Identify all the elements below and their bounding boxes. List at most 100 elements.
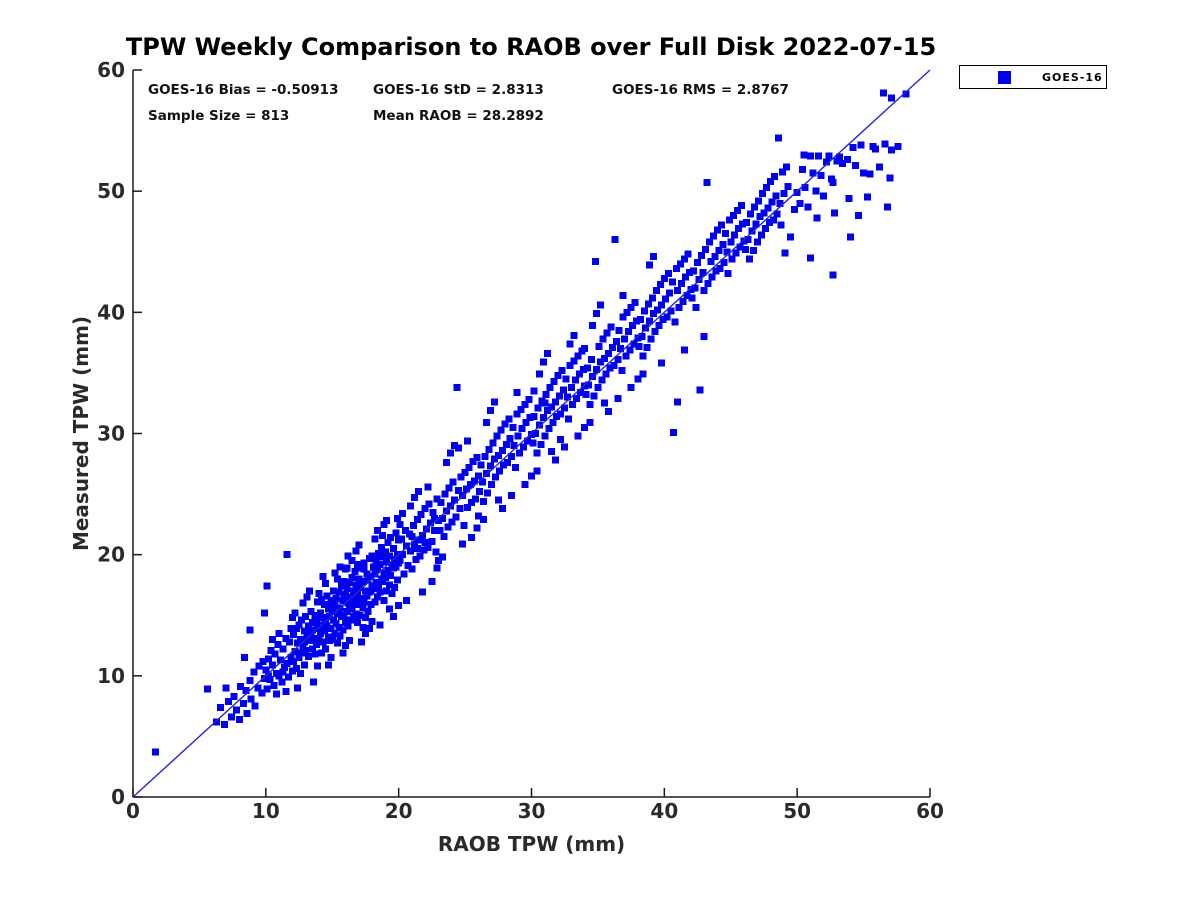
scatter-point	[294, 684, 302, 692]
scatter-point	[307, 608, 315, 616]
scatter-point	[328, 597, 336, 605]
scatter-point	[694, 259, 702, 267]
scatter-point	[652, 287, 660, 295]
scatter-point	[258, 689, 266, 697]
scatter-point	[736, 243, 744, 251]
scatter-point	[883, 203, 891, 211]
scatter-point	[344, 552, 352, 560]
scatter-point	[326, 603, 334, 611]
scatter-point	[338, 582, 346, 590]
scatter-point	[598, 376, 606, 384]
stat-rms: GOES-16 RMS = 2.8767	[612, 82, 789, 98]
scatter-point	[399, 551, 407, 559]
scatter-point	[469, 457, 477, 465]
scatter-point	[311, 650, 319, 658]
scatter-point	[528, 431, 535, 439]
scatter-point	[744, 236, 752, 244]
scatter-point	[427, 519, 435, 527]
scatter-point	[704, 279, 712, 287]
scatter-point	[468, 534, 476, 542]
scatter-point	[521, 400, 529, 408]
scatter-point	[380, 520, 388, 528]
scatter-point	[339, 626, 347, 634]
scatter-point	[340, 593, 348, 601]
scatter-point	[505, 415, 513, 423]
scatter-point	[611, 236, 619, 244]
scatter-point	[535, 421, 543, 429]
scatter-point	[776, 199, 784, 207]
stat-mean-raob: Mean RAOB = 28.2892	[373, 108, 544, 124]
scatter-point	[389, 545, 397, 553]
scatter-point	[359, 604, 367, 612]
scatter-point	[407, 547, 415, 555]
x-tick-label: 0	[126, 799, 140, 823]
scatter-point	[458, 491, 466, 499]
scatter-point	[501, 420, 509, 428]
scatter-point	[320, 627, 328, 635]
scatter-point	[520, 443, 528, 451]
scatter-point	[403, 597, 411, 605]
scatter-point	[291, 648, 299, 656]
scatter-point	[583, 364, 591, 372]
scatter-point	[655, 322, 663, 330]
scatter-point	[280, 663, 288, 671]
scatter-point	[388, 589, 396, 597]
scatter-point	[473, 454, 481, 462]
scatter-point	[575, 370, 583, 378]
scatter-point	[784, 182, 792, 190]
scatter-point	[403, 542, 411, 550]
scatter-point	[664, 270, 672, 278]
scatter-point	[553, 413, 561, 421]
scatter-point	[282, 688, 290, 696]
scatter-point	[450, 442, 458, 450]
scatter-point	[367, 572, 375, 580]
scatter-point	[547, 448, 555, 456]
scatter-point	[318, 595, 326, 603]
scatter-point	[570, 331, 578, 339]
scatter-point	[639, 370, 647, 378]
scatter-point	[733, 207, 741, 215]
scatter-point	[607, 323, 615, 331]
scatter-point	[702, 245, 710, 253]
scatter-point	[814, 152, 822, 160]
scatter-point	[485, 445, 493, 453]
scatter-point	[644, 300, 652, 308]
scatter-point	[352, 547, 360, 555]
scatter-point	[833, 157, 841, 165]
scatter-point	[593, 365, 601, 373]
scatter-point	[775, 134, 783, 142]
scatter-point	[606, 364, 614, 372]
scatter-point	[387, 534, 395, 542]
scatter-point	[880, 89, 888, 97]
scatter-point	[290, 631, 298, 639]
scatter-point	[222, 684, 230, 692]
scatter-point	[512, 463, 520, 471]
scatter-point	[760, 209, 768, 217]
scatter-point	[330, 587, 338, 595]
scatter-point	[542, 391, 550, 399]
scatter-point	[634, 334, 642, 342]
scatter-point	[724, 270, 732, 278]
scatter-point	[298, 616, 306, 624]
scatter-point	[809, 169, 817, 177]
scatter-point	[247, 695, 255, 703]
scatter-point	[275, 629, 283, 637]
scatter-point	[437, 499, 445, 507]
scatter-point	[287, 625, 295, 633]
scatter-point	[360, 559, 368, 567]
scatter-point	[306, 587, 314, 595]
scatter-point	[364, 576, 372, 584]
scatter-point	[376, 621, 384, 629]
scatter-point	[287, 654, 295, 662]
scatter-point	[559, 386, 567, 394]
scatter-point	[852, 162, 860, 170]
scatter-point	[582, 391, 590, 399]
scatter-point	[589, 322, 597, 330]
scatter-point	[619, 313, 627, 321]
scatter-point	[279, 668, 287, 676]
scatter-point	[589, 373, 597, 381]
scatter-point	[407, 502, 415, 510]
scatter-point	[474, 472, 482, 480]
scatter-point	[838, 159, 846, 167]
scatter-point	[383, 558, 391, 566]
